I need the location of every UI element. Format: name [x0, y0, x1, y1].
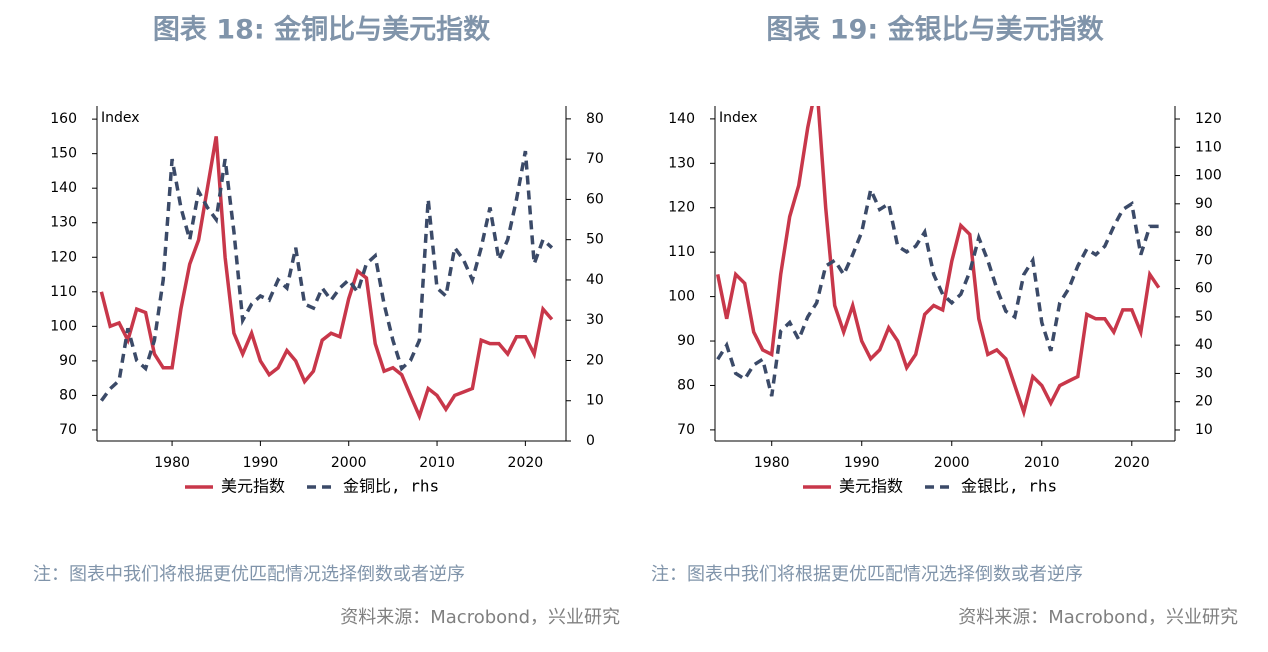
chart-title: 图表 18: 金铜比与美元指数	[153, 14, 491, 46]
chart: 图表 19: 金银比与美元指数 Index 70 80 90 100 110 120 130 14…	[651, 14, 1238, 629]
y-tick-label: 90	[677, 333, 695, 349]
y2-tick-label: 10	[1195, 422, 1213, 438]
x-tick-label: 1980	[754, 455, 790, 471]
y-tick-label: 140	[668, 111, 695, 127]
series-line	[99, 136, 554, 422]
series-line	[716, 184, 1159, 397]
x-tick-label: 2000	[934, 455, 970, 471]
y2-tick-label: 70	[1195, 252, 1213, 268]
y-tick-label: 130	[668, 155, 695, 171]
y2-tick-label: 80	[1195, 224, 1213, 240]
y-tick-label: 100	[668, 289, 695, 305]
note: 注：图表中我们将根据更优匹配情况选择倒数或者逆序	[33, 564, 465, 585]
x-tick-label: 2010	[419, 455, 455, 471]
y2-tick-label: 80	[586, 111, 604, 127]
y2-tick-label: 20	[1195, 394, 1213, 410]
x-tick-label: 2010	[1024, 455, 1060, 471]
y2-tick-label: 100	[1195, 168, 1222, 184]
y2-tick-label: 90	[1195, 196, 1213, 212]
y2-tick-label: 50	[586, 232, 604, 248]
x-tick-label: 1990	[844, 455, 880, 471]
y2-tick-label: 60	[586, 191, 604, 207]
y-tick-label: 160	[50, 111, 77, 127]
legend-label: 金银比, rhs	[961, 477, 1057, 496]
x-tick-label: 2020	[1114, 455, 1150, 471]
note: 注：图表中我们将根据更优匹配情况选择倒数或者逆序	[651, 564, 1083, 585]
y-tick-label: 100	[50, 318, 77, 334]
chart-title: 图表 19: 金银比与美元指数	[766, 14, 1104, 46]
x-tick-label: 1990	[243, 455, 279, 471]
y2-tick-label: 120	[1195, 111, 1222, 127]
y-tick-label: 70	[677, 422, 695, 438]
series-line	[99, 150, 554, 402]
y-tick-label: 120	[668, 200, 695, 216]
source: 资料来源：Macrobond，兴业研究	[958, 607, 1238, 628]
x-tick-label: 1980	[154, 455, 190, 471]
legend-label: 美元指数	[221, 477, 285, 496]
y2-tick-label: 20	[586, 352, 604, 368]
y2-tick-label: 70	[586, 151, 604, 167]
y-tick-label: 80	[677, 377, 695, 393]
y-axis-label: Index	[719, 110, 758, 126]
y2-tick-label: 40	[1195, 337, 1213, 353]
y2-tick-label: 30	[586, 312, 604, 328]
y2-tick-label: 40	[586, 272, 604, 288]
y-tick-label: 80	[59, 387, 77, 403]
y-tick-label: 130	[50, 215, 77, 231]
series-line	[715, 106, 1161, 419]
y-axis-label: Index	[101, 110, 140, 126]
y2-tick-label: 110	[1195, 139, 1222, 155]
y-tick-label: 140	[50, 180, 77, 196]
y-tick-label: 70	[59, 422, 77, 438]
y-tick-label: 110	[50, 284, 77, 300]
x-tick-label: 2020	[508, 455, 544, 471]
y-tick-label: 110	[668, 244, 695, 260]
y-tick-label: 150	[50, 146, 77, 162]
y-tick-label: 120	[50, 249, 77, 265]
y2-tick-label: 10	[586, 393, 604, 409]
y2-tick-label: 50	[1195, 309, 1213, 325]
y2-tick-label: 60	[1195, 281, 1213, 297]
y2-tick-label: 30	[1195, 365, 1213, 381]
source: 资料来源：Macrobond，兴业研究	[340, 607, 620, 628]
chart: 图表 18: 金铜比与美元指数Index70809010011012013014…	[33, 14, 620, 629]
legend-label: 美元指数	[839, 477, 903, 496]
y2-tick-label: 0	[586, 433, 595, 449]
y-tick-label: 90	[59, 353, 77, 369]
legend-label: 金铜比, rhs	[343, 477, 439, 496]
x-tick-label: 2000	[331, 455, 367, 471]
